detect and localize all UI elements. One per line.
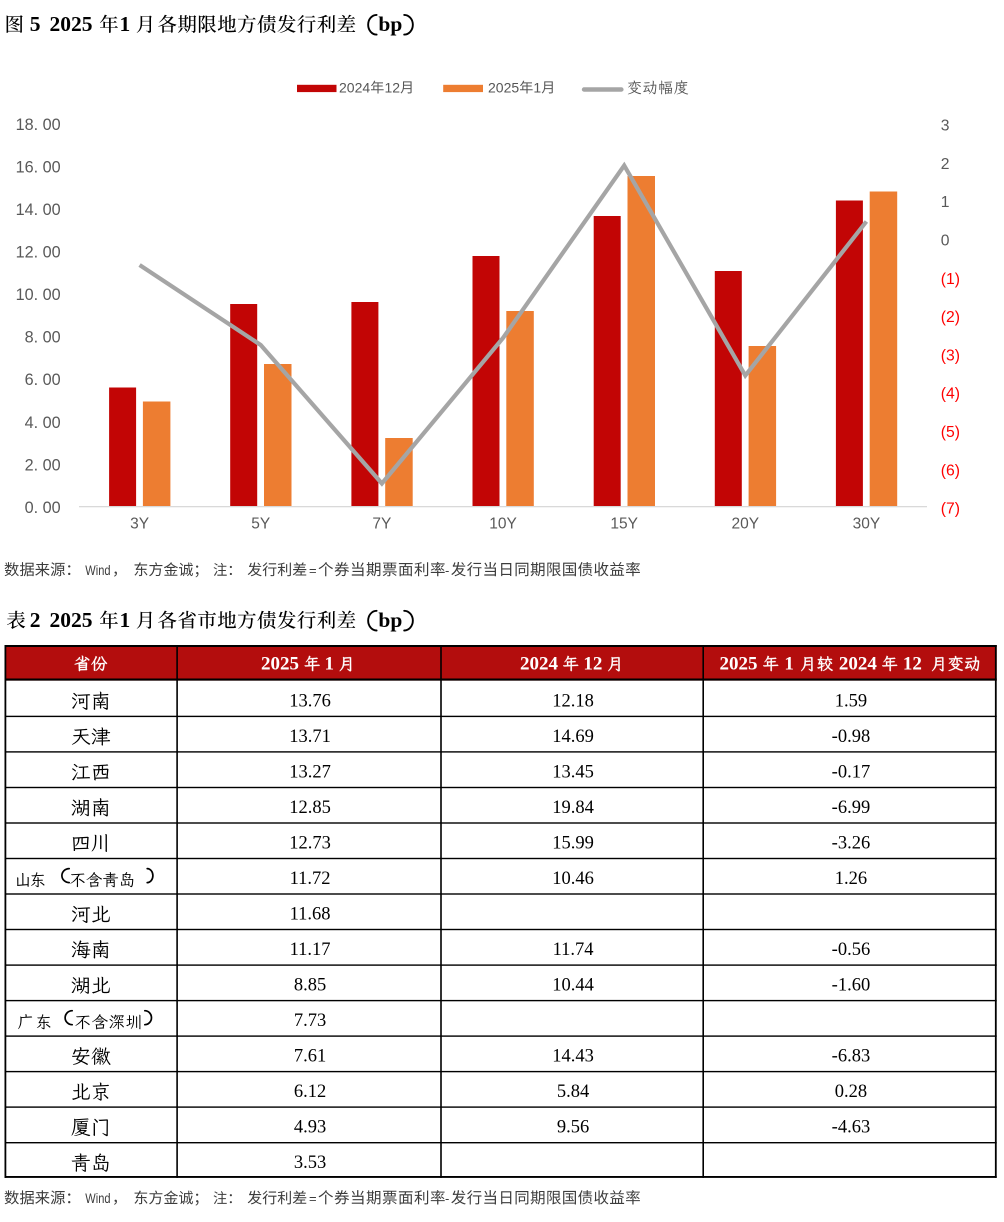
svg-text:bp: bp	[378, 12, 402, 36]
svg-text:-: -	[445, 563, 449, 578]
svg-text:2024: 2024	[520, 654, 559, 675]
svg-text:5Y: 5Y	[251, 516, 270, 533]
svg-text:15.99: 15.99	[552, 833, 594, 853]
svg-text:12: 12	[385, 79, 401, 95]
svg-text:13.71: 13.71	[289, 727, 331, 747]
svg-text:18. 00: 18. 00	[16, 116, 61, 134]
svg-text:16. 00: 16. 00	[16, 158, 61, 176]
svg-text:7.61: 7.61	[294, 1047, 326, 1067]
svg-text:1.59: 1.59	[835, 691, 867, 711]
svg-text:Wind: Wind	[85, 1191, 110, 1206]
svg-text:11.17: 11.17	[290, 940, 331, 960]
svg-text:(2): (2)	[941, 309, 960, 326]
svg-text:10.46: 10.46	[552, 869, 594, 889]
svg-text:12.85: 12.85	[289, 798, 331, 818]
svg-text:13.45: 13.45	[552, 762, 594, 782]
svg-text:=: =	[309, 1191, 317, 1206]
svg-text:-0.98: -0.98	[832, 727, 871, 747]
svg-text:2025: 2025	[50, 12, 93, 36]
svg-text:(1): (1)	[941, 271, 960, 288]
svg-text:11.72: 11.72	[290, 869, 331, 889]
svg-text:7Y: 7Y	[372, 516, 391, 533]
svg-text:1.26: 1.26	[835, 869, 867, 889]
svg-text:(6): (6)	[941, 462, 960, 479]
svg-text:2: 2	[941, 156, 950, 173]
svg-text:bp: bp	[378, 608, 402, 632]
svg-text:13.27: 13.27	[289, 762, 331, 782]
svg-text:4.93: 4.93	[294, 1118, 326, 1138]
svg-text:-6.83: -6.83	[832, 1047, 871, 1067]
svg-text:15Y: 15Y	[610, 516, 638, 533]
svg-text:-3.26: -3.26	[832, 833, 871, 853]
svg-text:0.28: 0.28	[835, 1082, 867, 1102]
svg-text:-1.60: -1.60	[832, 975, 871, 995]
svg-text:13.76: 13.76	[289, 691, 331, 711]
svg-text:3.53: 3.53	[294, 1153, 326, 1173]
svg-text:1: 1	[533, 79, 541, 95]
svg-text:2025: 2025	[261, 654, 299, 675]
svg-text:2024: 2024	[839, 654, 878, 675]
svg-text:14. 00: 14. 00	[16, 201, 61, 219]
svg-text:11.74: 11.74	[553, 940, 594, 960]
svg-text:12. 00: 12. 00	[16, 244, 61, 262]
svg-text:10.44: 10.44	[552, 975, 594, 995]
svg-text:1: 1	[325, 654, 335, 675]
svg-text:20Y: 20Y	[732, 516, 760, 533]
svg-text:12.18: 12.18	[552, 691, 594, 711]
svg-text:10. 00: 10. 00	[16, 286, 61, 304]
svg-text:9.56: 9.56	[557, 1118, 589, 1138]
svg-text:12: 12	[903, 654, 922, 675]
svg-text:3: 3	[941, 118, 950, 135]
svg-text:(7): (7)	[941, 501, 960, 518]
svg-text:5.84: 5.84	[557, 1082, 589, 1102]
svg-text:-0.56: -0.56	[832, 940, 871, 960]
svg-text:=: =	[309, 563, 317, 578]
svg-text:-0.17: -0.17	[832, 762, 871, 782]
svg-text:6.12: 6.12	[294, 1082, 326, 1102]
svg-text:14.43: 14.43	[552, 1047, 594, 1067]
svg-text:2025: 2025	[50, 608, 93, 632]
svg-text:11.68: 11.68	[290, 904, 331, 924]
svg-text:(3): (3)	[941, 347, 960, 364]
svg-text:14.69: 14.69	[552, 727, 594, 747]
svg-text:(5): (5)	[941, 424, 960, 441]
svg-text:6. 00: 6. 00	[25, 371, 61, 389]
svg-text:0. 00: 0. 00	[25, 499, 61, 517]
svg-text:30Y: 30Y	[853, 516, 881, 533]
svg-text:5: 5	[30, 12, 41, 36]
svg-text:7.73: 7.73	[294, 1011, 326, 1031]
svg-text:1: 1	[120, 608, 131, 632]
svg-text:(4): (4)	[941, 386, 960, 403]
svg-text:0: 0	[941, 233, 950, 250]
svg-text:1: 1	[784, 654, 794, 675]
svg-text:-6.99: -6.99	[832, 798, 871, 818]
svg-text:12.73: 12.73	[289, 833, 331, 853]
svg-text:10Y: 10Y	[489, 516, 517, 533]
svg-text:2025: 2025	[488, 79, 519, 95]
svg-text:4. 00: 4. 00	[25, 414, 61, 432]
svg-text:1: 1	[941, 194, 950, 211]
svg-text:2025: 2025	[720, 654, 758, 675]
svg-text:8.85: 8.85	[294, 975, 326, 995]
svg-text:2: 2	[30, 608, 41, 632]
svg-text:1: 1	[120, 12, 131, 36]
svg-text:3Y: 3Y	[130, 516, 149, 533]
svg-text:2024: 2024	[339, 79, 370, 95]
svg-text:-: -	[445, 1191, 449, 1206]
svg-text:19.84: 19.84	[552, 798, 594, 818]
svg-text:8. 00: 8. 00	[25, 329, 61, 347]
svg-text:12: 12	[583, 654, 602, 675]
svg-text:Wind: Wind	[85, 563, 110, 578]
svg-text:-4.63: -4.63	[832, 1118, 871, 1138]
svg-text:2. 00: 2. 00	[25, 456, 61, 474]
